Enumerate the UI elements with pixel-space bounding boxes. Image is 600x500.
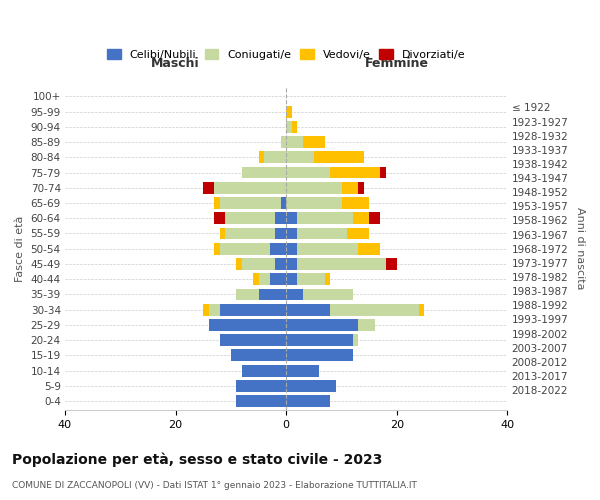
Bar	[214, 182, 286, 194]
Bar	[314, 152, 364, 163]
Bar	[286, 182, 341, 194]
Bar	[358, 243, 380, 254]
Bar	[275, 212, 286, 224]
Bar	[259, 152, 264, 163]
Text: Popolazione per età, sesso e stato civile - 2023: Popolazione per età, sesso e stato civil…	[12, 452, 382, 467]
Bar	[369, 212, 380, 224]
Bar	[297, 212, 353, 224]
Bar	[220, 243, 269, 254]
Text: Femmine: Femmine	[365, 58, 429, 70]
Bar	[209, 319, 286, 331]
Bar	[286, 136, 303, 148]
Bar	[203, 304, 209, 316]
Bar	[286, 288, 303, 300]
Bar	[236, 380, 286, 392]
Bar	[242, 166, 286, 178]
Y-axis label: Anni di nascita: Anni di nascita	[575, 208, 585, 290]
Bar	[292, 121, 297, 133]
Bar	[325, 274, 331, 285]
Bar	[281, 136, 286, 148]
Bar	[209, 304, 220, 316]
Bar	[286, 228, 297, 239]
Bar	[380, 166, 386, 178]
Bar	[286, 152, 314, 163]
Bar	[286, 334, 353, 346]
Bar	[214, 212, 226, 224]
Bar	[242, 258, 275, 270]
Bar	[242, 364, 286, 376]
Bar	[214, 243, 220, 254]
Bar	[236, 258, 242, 270]
Bar	[353, 334, 358, 346]
Bar	[231, 350, 286, 362]
Bar	[331, 304, 419, 316]
Bar	[341, 182, 358, 194]
Bar	[358, 319, 374, 331]
Bar	[253, 274, 259, 285]
Text: COMUNE DI ZACCANOPOLI (VV) - Dati ISTAT 1° gennaio 2023 - Elaborazione TUTTITALI: COMUNE DI ZACCANOPOLI (VV) - Dati ISTAT …	[12, 481, 417, 490]
Bar	[275, 258, 286, 270]
Bar	[286, 395, 331, 407]
Bar	[286, 319, 358, 331]
Bar	[264, 152, 286, 163]
Bar	[286, 350, 353, 362]
Bar	[236, 395, 286, 407]
Bar	[281, 197, 286, 209]
Bar	[303, 136, 325, 148]
Bar	[286, 243, 297, 254]
Bar	[286, 258, 297, 270]
Bar	[220, 197, 281, 209]
Bar	[286, 274, 297, 285]
Bar	[220, 228, 226, 239]
Bar	[286, 380, 336, 392]
Bar	[341, 197, 369, 209]
Bar	[286, 197, 341, 209]
Bar	[286, 121, 292, 133]
Bar	[297, 274, 325, 285]
Bar	[269, 274, 286, 285]
Bar	[286, 364, 319, 376]
Bar	[259, 274, 269, 285]
Bar	[358, 182, 364, 194]
Bar	[331, 166, 380, 178]
Bar	[226, 228, 275, 239]
Bar	[269, 243, 286, 254]
Bar	[275, 228, 286, 239]
Legend: Celibi/Nubili, Coniugati/e, Vedovi/e, Divorziati/e: Celibi/Nubili, Coniugati/e, Vedovi/e, Di…	[103, 44, 469, 64]
Bar	[347, 228, 369, 239]
Bar	[386, 258, 397, 270]
Bar	[353, 212, 369, 224]
Bar	[297, 243, 358, 254]
Bar	[303, 288, 353, 300]
Bar	[286, 304, 331, 316]
Y-axis label: Fasce di età: Fasce di età	[15, 216, 25, 282]
Bar	[220, 304, 286, 316]
Bar	[236, 288, 259, 300]
Bar	[419, 304, 424, 316]
Bar	[286, 212, 297, 224]
Bar	[220, 334, 286, 346]
Bar	[203, 182, 214, 194]
Bar	[286, 166, 331, 178]
Bar	[286, 106, 292, 118]
Text: Maschi: Maschi	[151, 58, 200, 70]
Bar	[297, 258, 386, 270]
Bar	[226, 212, 275, 224]
Bar	[259, 288, 286, 300]
Bar	[297, 228, 347, 239]
Bar	[214, 197, 220, 209]
